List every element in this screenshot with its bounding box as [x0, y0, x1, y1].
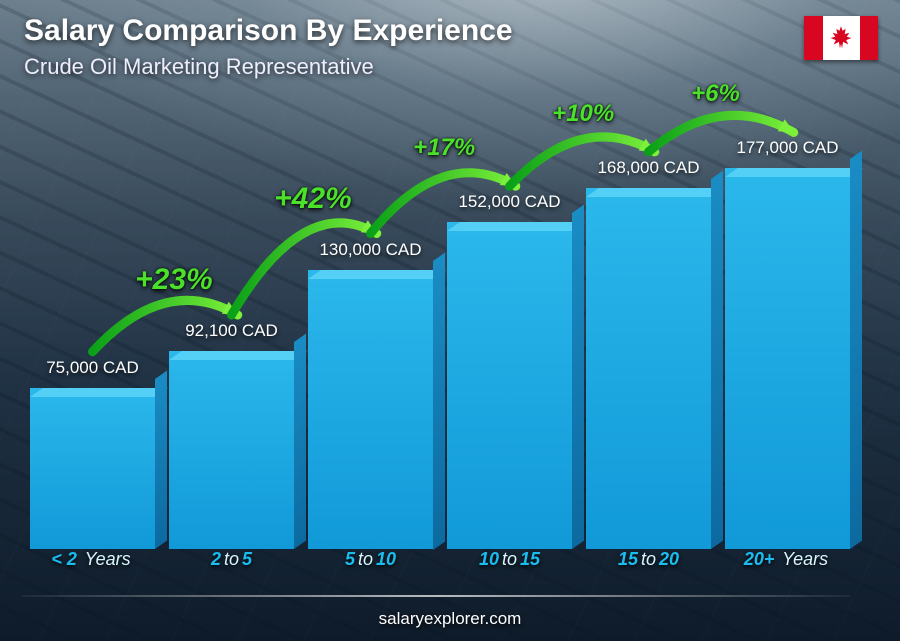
bar-shape	[447, 222, 572, 549]
bar-side	[433, 252, 445, 549]
increase-label: +42%	[274, 182, 352, 216]
increase-label: +23%	[135, 263, 213, 297]
bar-top	[308, 270, 446, 279]
bar-top	[30, 388, 168, 397]
bar-chart: 75,000 CAD 92,100 CAD 130,000 CAD 152,000 C…	[30, 100, 850, 571]
bar-front	[725, 168, 850, 549]
bar-value-label: 75,000 CAD	[46, 358, 139, 378]
bar-value-label: 168,000 CAD	[597, 158, 699, 178]
flag-canada	[804, 16, 878, 60]
bar-front	[30, 388, 155, 549]
x-category: 2to5	[169, 549, 294, 571]
bar-shape	[308, 270, 433, 550]
increase-label: +6%	[691, 80, 740, 108]
bar-shape	[725, 168, 850, 549]
maple-leaf-icon	[823, 16, 860, 60]
bar-side	[572, 205, 584, 549]
bar-shape	[169, 351, 294, 549]
bar-front	[169, 351, 294, 549]
bar-0: 75,000 CAD	[30, 358, 155, 549]
bar-front	[447, 222, 572, 549]
x-category: 20+ Years	[725, 549, 850, 571]
bar-side	[155, 370, 167, 549]
flag-band-left	[804, 16, 823, 60]
bar-2: 130,000 CAD	[308, 240, 433, 550]
bar-3: 152,000 CAD	[447, 192, 572, 549]
x-category: 15to20	[586, 549, 711, 571]
footer-divider	[22, 595, 850, 597]
bar-value-label: 130,000 CAD	[319, 240, 421, 260]
bar-4: 168,000 CAD	[586, 158, 711, 549]
bar-side	[850, 151, 862, 549]
bars-container: 75,000 CAD 92,100 CAD 130,000 CAD 152,000 C…	[30, 100, 850, 549]
bar-top	[725, 168, 863, 177]
x-axis: < 2 Years 2to5 5to10 10to15 15to20 20+ Years	[30, 549, 850, 571]
x-category: < 2 Years	[30, 549, 155, 571]
bar-value-label: 152,000 CAD	[458, 192, 560, 212]
chart-title: Salary Comparison By Experience	[24, 14, 513, 48]
chart-subtitle: Crude Oil Marketing Representative	[24, 54, 374, 80]
bar-shape	[30, 388, 155, 549]
content: Salary Comparison By Experience Crude Oi…	[0, 0, 900, 641]
bar-5: 177,000 CAD	[725, 138, 850, 549]
bar-side	[711, 170, 723, 549]
bar-top	[447, 222, 585, 231]
bar-side	[294, 334, 306, 549]
x-category: 10to15	[447, 549, 572, 571]
bar-1: 92,100 CAD	[169, 321, 294, 549]
bar-value-label: 177,000 CAD	[736, 138, 838, 158]
x-category: 5to10	[308, 549, 433, 571]
flag-band-right	[860, 16, 879, 60]
bar-value-label: 92,100 CAD	[185, 321, 278, 341]
increase-label: +17%	[413, 134, 475, 162]
footer-source: salaryexplorer.com	[0, 609, 900, 629]
bar-front	[308, 270, 433, 550]
bar-top	[586, 188, 724, 197]
increase-label: +10%	[552, 100, 614, 128]
bar-top	[169, 351, 307, 360]
bar-front	[586, 188, 711, 549]
bar-shape	[586, 188, 711, 549]
